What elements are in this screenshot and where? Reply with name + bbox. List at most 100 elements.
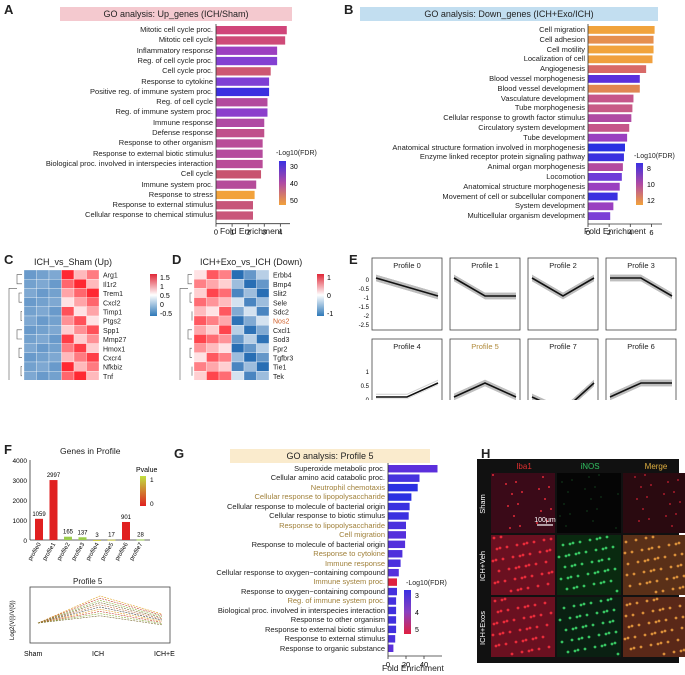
cell-signal [574, 552, 578, 556]
bar [78, 537, 87, 540]
cell-signal [594, 548, 598, 552]
bar [588, 55, 653, 64]
x-tick-label: 6 [649, 228, 653, 237]
panel-letter-c: C [4, 252, 14, 267]
cell-signal [536, 522, 538, 524]
bar [216, 201, 253, 210]
panel-letter-g: G [174, 446, 185, 461]
cell-signal [591, 623, 595, 627]
y-tick-label: 1 [366, 370, 370, 376]
category-label: Localization of cell [523, 54, 585, 64]
cell-signal [564, 628, 568, 632]
gene-label: Tek [273, 374, 284, 380]
cell-signal [508, 630, 512, 634]
gene-label: Nos2 [273, 319, 289, 326]
cell-signal [659, 567, 663, 571]
x-tick-label: 0 [214, 228, 218, 237]
cell-signal [644, 536, 648, 540]
dendrogram-branch [187, 329, 192, 340]
bar [388, 616, 397, 624]
cell-signal [501, 631, 505, 635]
category-label: Cell cycle proc. [162, 66, 213, 76]
cell-signal [496, 580, 500, 584]
cell-signal [514, 566, 518, 570]
cell-signal [603, 569, 607, 573]
panel-b-bar-chart: 0 2 4 6 8 10 12 [586, 24, 662, 237]
y-tick-label: 1000 [13, 518, 28, 525]
category-label: Cell motility [546, 44, 585, 54]
cell-signal [550, 570, 554, 574]
cell-signal [540, 572, 544, 576]
cell-signal [610, 642, 614, 646]
panel-letter-d: D [172, 252, 182, 267]
cell-signal [510, 652, 514, 656]
y-tick-label: -1.5 [359, 305, 370, 311]
bar [588, 114, 632, 122]
bar [388, 644, 394, 652]
cell-signal [525, 541, 529, 545]
legend-tick-label: -1 [327, 311, 333, 318]
cell-signal [548, 548, 552, 552]
cell-signal [537, 647, 541, 651]
cell-signal [511, 493, 513, 495]
bar [588, 133, 628, 142]
profile-gene-line [531, 379, 595, 400]
dendrogram-branch [20, 366, 22, 377]
bar [388, 465, 438, 473]
cell-signal [609, 579, 613, 583]
channel-header: Merge [645, 462, 668, 471]
cell-signal [521, 639, 525, 643]
condition-label: ICH+Exos [478, 611, 487, 645]
cell-signal [538, 550, 542, 554]
gene-label: Erbb4 [273, 273, 292, 280]
cell-signal [530, 574, 534, 578]
cell-signal [653, 557, 657, 561]
gene-label: Tgfbr3 [273, 356, 293, 363]
cell-signal [593, 571, 597, 575]
legend-tick-label: 1.5 [160, 275, 170, 282]
cell-signal [495, 621, 499, 625]
cell-signal [528, 552, 532, 556]
profile-gene-line [610, 276, 673, 295]
cell-signal [671, 587, 675, 591]
cell-signal [499, 609, 503, 613]
bar-value-label: 901 [121, 515, 132, 521]
bar [588, 45, 654, 54]
gene-label: Cxcl1 [273, 328, 291, 335]
bar [388, 568, 399, 577]
cell-signal [648, 580, 652, 584]
legend-tick-label: 1 [150, 477, 154, 484]
legend-colorbar [140, 476, 146, 506]
category-label: Response to oxygen−containing compound [240, 586, 385, 596]
cell-signal [581, 625, 585, 629]
cell-signal [541, 635, 545, 639]
category-label: Reg. of immune system proc. [115, 107, 213, 117]
profile-mean-line [453, 277, 516, 297]
cell-signal [545, 549, 549, 553]
cell-signal [550, 508, 552, 510]
profile-title: Profile 4 [393, 342, 421, 351]
cell-signal [626, 562, 630, 566]
category-label: Angiogenesis [539, 64, 585, 74]
cell-signal [575, 585, 579, 589]
cell-signal [507, 567, 511, 571]
profile-gene-line [531, 384, 595, 400]
channel-header: iNOS [580, 462, 599, 471]
bar [216, 139, 263, 148]
category-label: Immune response [152, 117, 213, 127]
dendrogram-branch [18, 292, 22, 303]
cell-signal [495, 547, 499, 551]
micrograph-tile [557, 535, 621, 595]
cell-signal [661, 607, 665, 611]
cell-signal [678, 586, 682, 590]
cell-signal [492, 474, 494, 476]
y-tick-label: -2.5 [359, 323, 370, 329]
profile5-box [29, 586, 171, 644]
category-label: Response to stress [148, 189, 213, 199]
category-label: Mitotic cell cycle proc. [140, 25, 213, 34]
dendrogram-branch [189, 292, 192, 303]
cell-signal [682, 648, 685, 652]
cell-signal [599, 599, 603, 603]
profile-mean-line [531, 382, 595, 400]
legend-tick-label: 1 [327, 275, 331, 282]
